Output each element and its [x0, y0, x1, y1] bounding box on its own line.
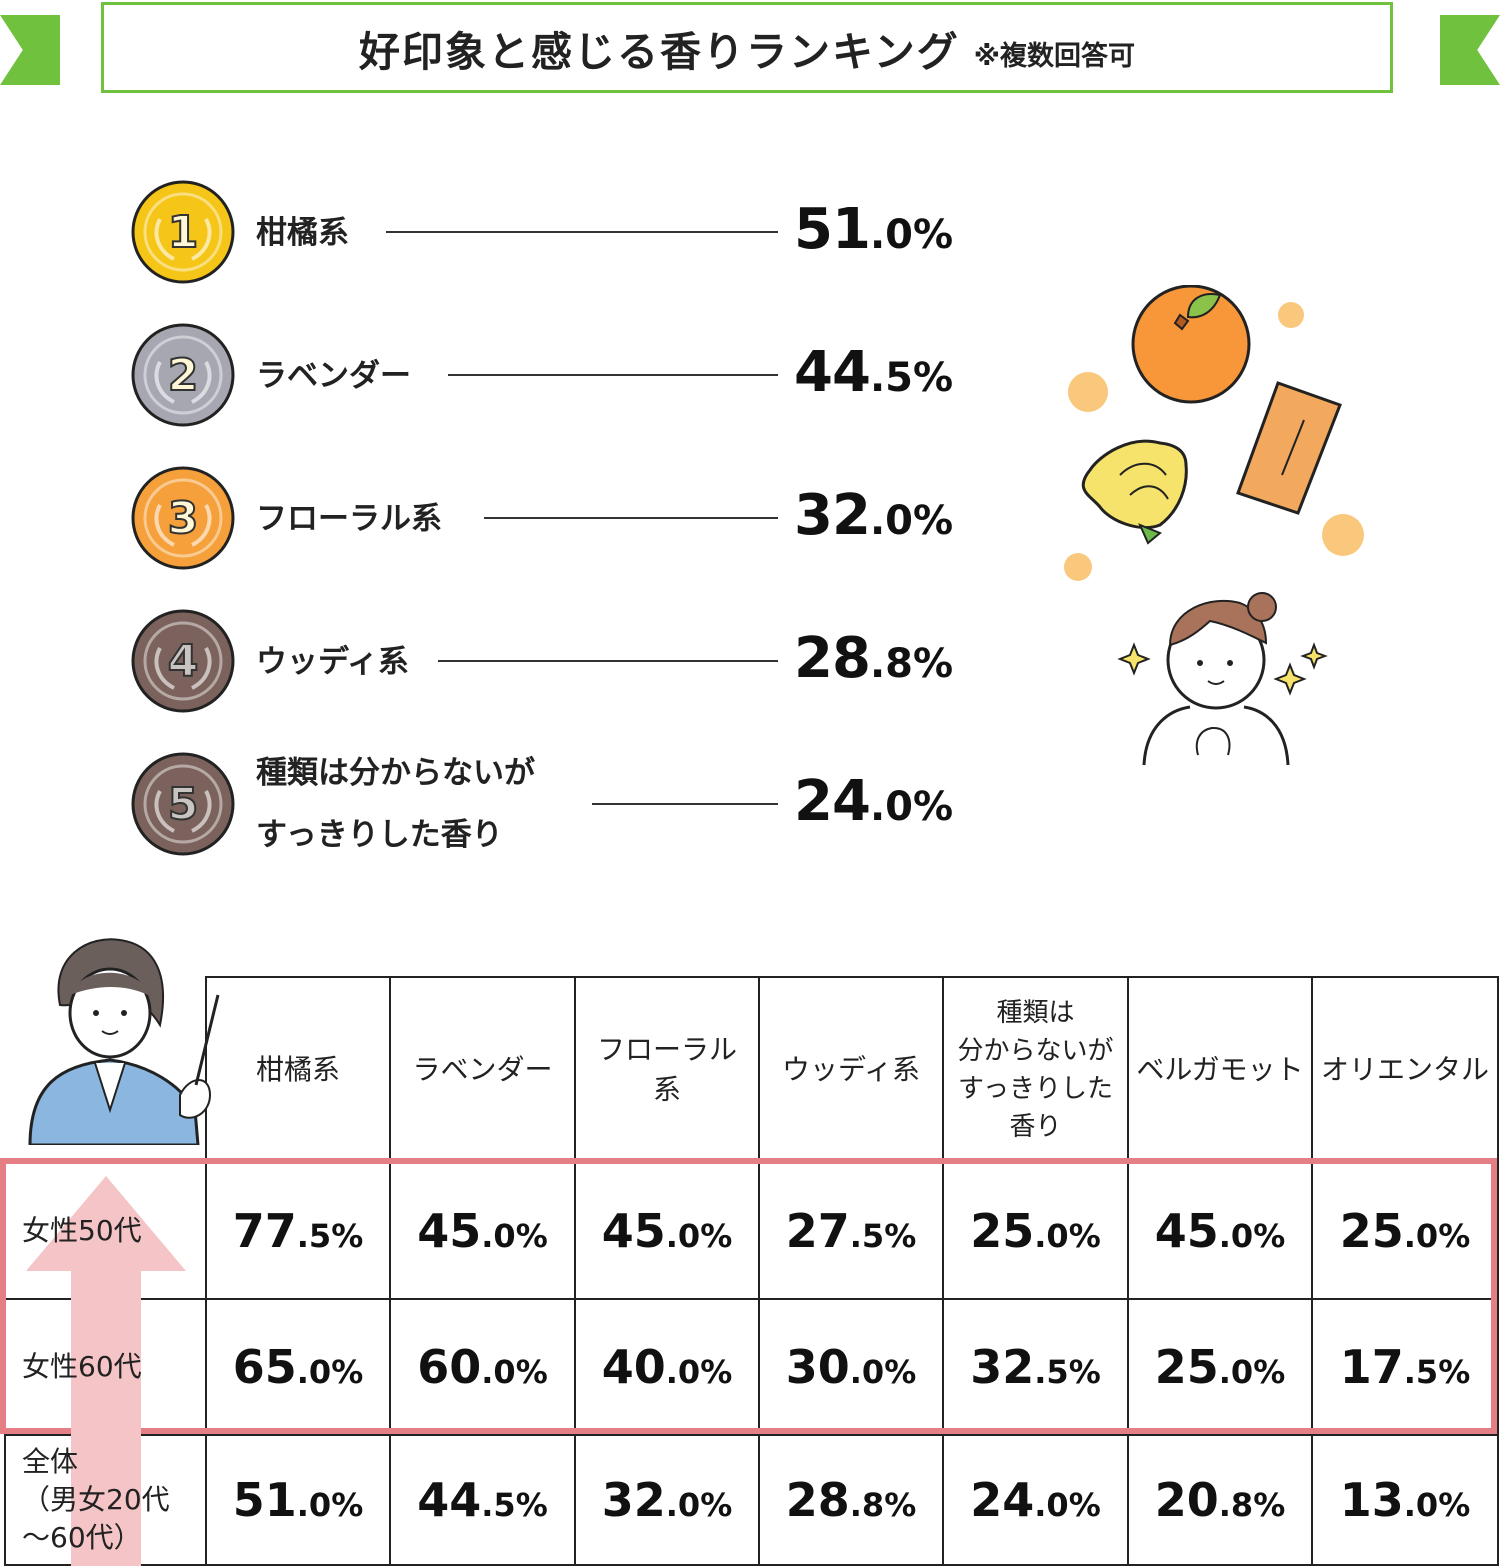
table-cell: 44.5% — [389, 1434, 576, 1566]
table-cell: 32.0% — [574, 1434, 760, 1566]
ranking-leader-line — [386, 231, 778, 233]
column-header: フローラル 系 — [574, 976, 760, 1164]
medal-icon: 2 — [131, 323, 235, 427]
column-header: 柑橘系 — [205, 976, 391, 1164]
orange-icon — [1131, 285, 1251, 404]
column-header: ラベンダー — [389, 976, 576, 1164]
teacher-icon — [28, 938, 220, 1145]
table-cell: 45.0% — [389, 1162, 576, 1300]
title-banner: 好印象と感じる香りランキング ※複数回答可 — [101, 2, 1393, 93]
ranking-leader-line — [592, 803, 778, 805]
row-label: 全体 （男女20代 ～60代） — [4, 1434, 207, 1566]
column-header: ウッディ系 — [758, 976, 944, 1164]
table-cell: 25.0% — [942, 1162, 1129, 1300]
medal-icon: 3 — [131, 466, 235, 570]
table-cell: 25.0% — [1311, 1162, 1499, 1300]
table-cell: 24.0% — [942, 1434, 1129, 1566]
table-cell: 30.0% — [758, 1298, 944, 1436]
medal-icon: 4 — [131, 609, 235, 713]
ranking-leader-line — [484, 517, 778, 519]
comparison-table: 柑橘系 ラベンダー フローラル 系 ウッディ系 種類は 分からないが すっきりし… — [4, 976, 1499, 1566]
table-cell: 25.0% — [1127, 1298, 1313, 1436]
ranking-item: 3 フローラル系 32.0% — [130, 465, 960, 571]
page-title: 好印象と感じる香りランキング — [358, 27, 960, 76]
column-header: ベルガモット — [1127, 976, 1313, 1164]
table-cell: 27.5% — [758, 1162, 944, 1300]
wood-stick-icon — [1236, 381, 1342, 515]
ranking-value: 24.0% — [794, 769, 954, 834]
flower-icon — [1081, 439, 1188, 545]
table-cell: 32.5% — [942, 1298, 1129, 1436]
column-header: オリエンタル — [1311, 976, 1499, 1164]
ranking-value: 28.8% — [794, 626, 954, 691]
title-note: ※複数回答可 — [973, 41, 1136, 72]
ranking-label: 柑橘系 — [256, 215, 349, 251]
ranking-leader-line — [438, 660, 778, 662]
banner-ribbon-right — [1440, 15, 1500, 85]
table-row: 女性50代 77.5% 45.0% 45.0% 27.5% 25.0% 45.0… — [4, 1162, 1499, 1300]
table-cell: 51.0% — [205, 1434, 391, 1566]
row-label: 女性50代 — [4, 1162, 207, 1300]
table-row: 全体 （男女20代 ～60代） 51.0% 44.5% 32.0% 28.8% … — [4, 1434, 1499, 1566]
ranking-item: 4 ウッディ系 28.8% — [130, 608, 960, 714]
ranking-label: ウッディ系 — [256, 644, 409, 680]
table-cell: 45.0% — [1127, 1162, 1313, 1300]
table-header-row: 柑橘系 ラベンダー フローラル 系 ウッディ系 種類は 分からないが すっきりし… — [5, 976, 1499, 1164]
ranking-item: 1 柑橘系 51.0% — [130, 179, 960, 285]
table-cell: 40.0% — [574, 1298, 760, 1436]
medal-rank-number: 3 — [168, 493, 199, 544]
ranking-label: ラベンダー — [256, 358, 411, 394]
table-cell: 17.5% — [1311, 1298, 1499, 1436]
ranking-label-line2: すっきりした香り — [256, 817, 503, 853]
banner-ribbon-left — [0, 15, 60, 85]
table-row: 女性60代 65.0% 60.0% 40.0% 30.0% 32.5% 25.0… — [4, 1298, 1499, 1436]
table-cell: 77.5% — [205, 1162, 391, 1300]
medal-rank-number: 4 — [168, 636, 199, 687]
table-cell: 60.0% — [389, 1298, 576, 1436]
table-cell: 13.0% — [1311, 1434, 1499, 1566]
table-cell: 28.8% — [758, 1434, 944, 1566]
ranking-leader-line — [448, 374, 778, 376]
ranking-value: 51.0% — [794, 197, 954, 262]
table-cell: 20.8% — [1127, 1434, 1313, 1566]
ranking-value: 32.0% — [794, 483, 954, 548]
medal-icon: 5 — [131, 752, 235, 856]
table-cell: 45.0% — [574, 1162, 760, 1300]
ranking-label: フローラル系 — [256, 501, 442, 537]
scents-illustration — [1064, 285, 1364, 766]
medal-icon: 1 — [131, 180, 235, 284]
ranking-item: 5 種類は分からないが すっきりした香り 24.0% — [130, 751, 960, 857]
column-header: 種類は 分からないが すっきりした 香り — [942, 976, 1129, 1164]
table-cell: 65.0% — [205, 1298, 391, 1436]
row-label: 女性60代 — [4, 1298, 207, 1436]
woman-icon — [1117, 592, 1328, 766]
sparkle-dots — [1064, 302, 1364, 581]
medal-rank-number: 2 — [168, 350, 199, 401]
ranking-value: 44.5% — [794, 340, 954, 405]
medal-rank-number: 1 — [168, 207, 199, 258]
medal-rank-number: 5 — [168, 779, 199, 830]
ranking-item: 2 ラベンダー 44.5% — [130, 322, 960, 428]
ranking-label: 種類は分からないが — [256, 755, 535, 791]
